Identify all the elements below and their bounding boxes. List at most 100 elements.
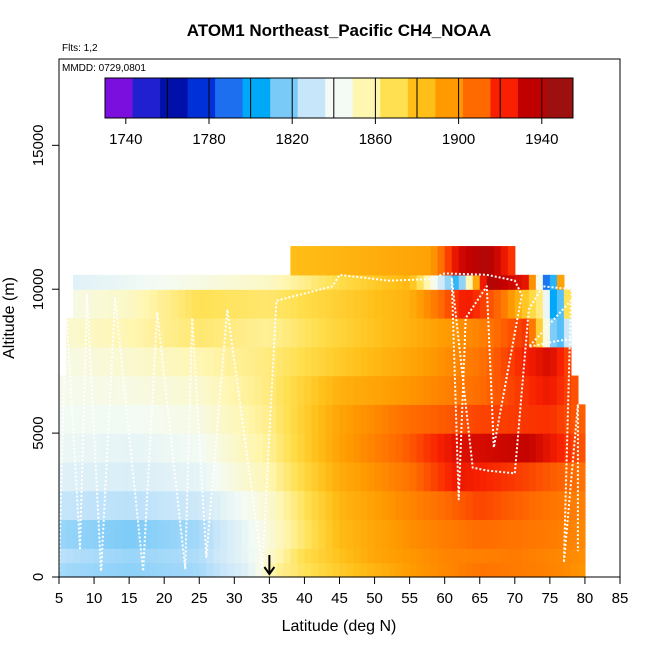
heatmap-cell xyxy=(227,289,235,319)
heatmap-cell xyxy=(556,346,565,377)
heatmap-cell xyxy=(171,548,179,564)
heatmap-cell xyxy=(234,562,242,578)
heatmap-cell xyxy=(115,519,123,549)
heatmap-cell xyxy=(500,346,509,377)
heatmap-cell xyxy=(381,246,390,276)
heatmap-cell xyxy=(374,289,383,319)
heatmap-cell xyxy=(395,318,404,348)
heatmap-cell xyxy=(395,404,404,434)
x-tick-label: 35 xyxy=(261,590,278,607)
heatmap-cell xyxy=(514,404,523,434)
heatmap-cell xyxy=(346,346,355,377)
heatmap-cell xyxy=(367,346,376,377)
heatmap-cell xyxy=(199,274,207,290)
heatmap-cell xyxy=(101,274,109,290)
heatmap-cell xyxy=(437,461,446,492)
heatmap-cell xyxy=(458,519,467,549)
heatmap-cell xyxy=(430,346,439,377)
heatmap-cell xyxy=(507,375,516,405)
heatmap-cell xyxy=(143,346,151,377)
heatmap-cell xyxy=(493,318,502,348)
heatmap-cell xyxy=(304,375,313,405)
heatmap-cell xyxy=(171,433,179,463)
colorbar-segment xyxy=(517,78,546,118)
heatmap-cell xyxy=(255,490,263,521)
heatmap-cell xyxy=(283,289,292,319)
colorbar-segment xyxy=(187,78,216,118)
heatmap-cell xyxy=(339,246,348,276)
heatmap-cell xyxy=(444,346,453,377)
heatmap-cell xyxy=(521,562,530,578)
x-tick-label: 30 xyxy=(226,590,243,607)
heatmap-cell xyxy=(549,318,558,348)
heatmap-cell xyxy=(150,318,158,348)
heatmap-cell xyxy=(486,318,495,348)
heatmap-cell xyxy=(87,548,95,564)
y-tick-label: 15000 xyxy=(30,124,47,166)
heatmap-cell xyxy=(556,562,565,578)
heatmap-cell xyxy=(227,433,235,463)
heatmap-cell xyxy=(332,461,341,492)
heatmap-cell xyxy=(423,562,432,578)
heatmap-cell xyxy=(213,519,221,549)
heatmap-cell xyxy=(402,246,411,276)
heatmap-cell xyxy=(514,461,523,492)
heatmap-cell xyxy=(339,461,348,492)
heatmap-cell xyxy=(283,346,292,377)
heatmap-cell xyxy=(234,548,242,564)
heatmap-cell xyxy=(150,375,158,405)
heatmap-cell xyxy=(164,519,172,549)
heatmap-cell xyxy=(227,375,235,405)
heatmap-cell xyxy=(549,433,558,463)
heatmap-cell xyxy=(570,404,579,434)
heatmap-cell xyxy=(164,375,172,405)
heatmap-cell xyxy=(353,246,362,276)
heatmap-cell xyxy=(87,461,95,492)
heatmap-cell xyxy=(129,519,137,549)
heatmap-cell xyxy=(409,562,418,578)
heatmap-cell xyxy=(311,562,320,578)
heatmap-cell xyxy=(367,375,376,405)
heatmap-cell xyxy=(171,562,179,578)
heatmap-cell xyxy=(283,490,292,521)
heatmap-cell xyxy=(409,433,418,463)
heatmap-cell xyxy=(437,375,446,405)
heatmap-cell xyxy=(360,246,369,276)
heatmap-cell xyxy=(66,490,74,521)
heatmap-cell xyxy=(528,433,537,463)
heatmap-cell xyxy=(234,404,242,434)
heatmap-cell xyxy=(87,562,95,578)
heatmap-cell xyxy=(409,289,418,319)
heatmap-cell xyxy=(73,548,81,564)
heatmap-cell xyxy=(493,461,502,492)
heatmap-cell xyxy=(262,433,270,463)
heatmap-cell xyxy=(402,490,411,521)
heatmap-cell xyxy=(563,548,572,564)
heatmap-cell xyxy=(360,404,369,434)
heatmap-cell xyxy=(150,404,158,434)
heatmap-cell xyxy=(241,519,249,549)
heatmap-cell xyxy=(136,490,144,521)
heatmap-cell xyxy=(143,562,151,578)
heatmap-cell xyxy=(269,490,277,521)
heatmap-cell xyxy=(395,289,404,319)
heatmap-cell xyxy=(304,318,313,348)
heatmap-cell xyxy=(185,318,193,348)
heatmap-cell xyxy=(66,433,74,463)
heatmap-cell xyxy=(563,404,572,434)
x-tick-label: 55 xyxy=(401,590,418,607)
heatmap-cell xyxy=(444,548,453,564)
heatmap-cell xyxy=(276,562,284,578)
heatmap-cell xyxy=(416,490,425,521)
heatmap-cell xyxy=(507,346,516,377)
heatmap-cell xyxy=(248,461,256,492)
heatmap-cell xyxy=(521,433,530,463)
heatmap-cell xyxy=(220,289,228,319)
heatmap-cell xyxy=(143,289,151,319)
heatmap-cell xyxy=(255,404,263,434)
heatmap-cell xyxy=(101,548,109,564)
heatmap-cell xyxy=(444,404,453,434)
heatmap-cell xyxy=(80,274,88,290)
heatmap-cell xyxy=(500,246,509,276)
heatmap-cell xyxy=(192,562,200,578)
